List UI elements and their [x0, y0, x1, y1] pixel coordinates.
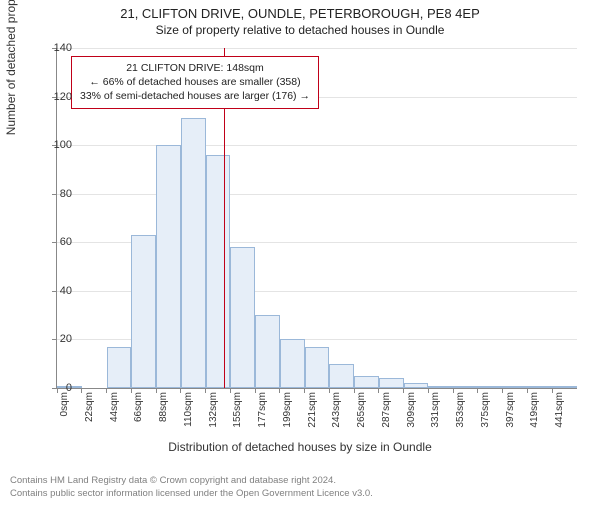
- y-tick-label: 120: [42, 91, 72, 103]
- y-tick-label: 40: [42, 285, 72, 297]
- histogram-bar: [206, 155, 231, 388]
- x-tick-mark: [477, 388, 478, 393]
- chart-title: 21, CLIFTON DRIVE, OUNDLE, PETERBOROUGH,…: [0, 6, 600, 21]
- histogram-bar: [478, 386, 503, 388]
- histogram-bar: [379, 378, 404, 388]
- histogram-bar: [404, 383, 429, 388]
- x-tick-mark: [552, 388, 553, 393]
- y-tick-label: 80: [42, 188, 72, 200]
- gridline: [57, 194, 577, 195]
- x-tick-mark: [230, 388, 231, 393]
- x-tick-mark: [527, 388, 528, 393]
- x-tick-mark: [131, 388, 132, 393]
- footer-line-1: Contains HM Land Registry data © Crown c…: [10, 475, 373, 487]
- histogram-bar: [305, 347, 330, 388]
- annotation-line: ← 66% of detached houses are smaller (35…: [80, 75, 310, 89]
- x-tick-mark: [156, 388, 157, 393]
- x-tick-mark: [106, 388, 107, 393]
- plot-area: 21 CLIFTON DRIVE: 148sqm← 66% of detache…: [56, 48, 577, 389]
- y-tick-label: 20: [42, 333, 72, 345]
- chart-container: 21, CLIFTON DRIVE, OUNDLE, PETERBOROUGH,…: [0, 6, 600, 506]
- y-axis-title: Number of detached properties: [4, 0, 18, 135]
- x-tick-mark: [180, 388, 181, 393]
- x-tick-mark: [354, 388, 355, 393]
- annotation-line: 21 CLIFTON DRIVE: 148sqm: [80, 61, 310, 75]
- histogram-bar: [156, 145, 181, 388]
- x-tick-mark: [502, 388, 503, 393]
- gridline: [57, 145, 577, 146]
- histogram-bar: [552, 386, 577, 388]
- histogram-bar: [453, 386, 478, 388]
- x-tick-mark: [453, 388, 454, 393]
- histogram-bar: [255, 315, 280, 388]
- chart-subtitle: Size of property relative to detached ho…: [0, 23, 600, 37]
- histogram-bar: [527, 386, 552, 388]
- histogram-bar: [329, 364, 354, 388]
- x-tick-mark: [428, 388, 429, 393]
- x-tick-mark: [403, 388, 404, 393]
- x-tick-mark: [81, 388, 82, 393]
- gridline: [57, 48, 577, 49]
- x-tick-mark: [329, 388, 330, 393]
- histogram-bar: [131, 235, 156, 388]
- histogram-bar: [280, 339, 305, 388]
- histogram-bar: [428, 386, 453, 388]
- x-tick-mark: [205, 388, 206, 393]
- y-tick-label: 100: [42, 139, 72, 151]
- y-tick-label: 60: [42, 236, 72, 248]
- footer-line-2: Contains public sector information licen…: [10, 488, 373, 500]
- annotation-line: 33% of semi-detached houses are larger (…: [80, 89, 310, 103]
- histogram-bar: [107, 347, 132, 388]
- footer-attribution: Contains HM Land Registry data © Crown c…: [10, 475, 373, 500]
- x-axis-title: Distribution of detached houses by size …: [0, 440, 600, 454]
- x-tick-mark: [279, 388, 280, 393]
- histogram-bar: [354, 376, 379, 388]
- x-tick-mark: [255, 388, 256, 393]
- histogram-bar: [181, 118, 206, 388]
- x-tick-mark: [304, 388, 305, 393]
- x-tick-mark: [378, 388, 379, 393]
- histogram-bar: [230, 247, 255, 388]
- annotation-box: 21 CLIFTON DRIVE: 148sqm← 66% of detache…: [71, 56, 319, 109]
- y-tick-label: 140: [42, 42, 72, 54]
- histogram-bar: [503, 386, 528, 388]
